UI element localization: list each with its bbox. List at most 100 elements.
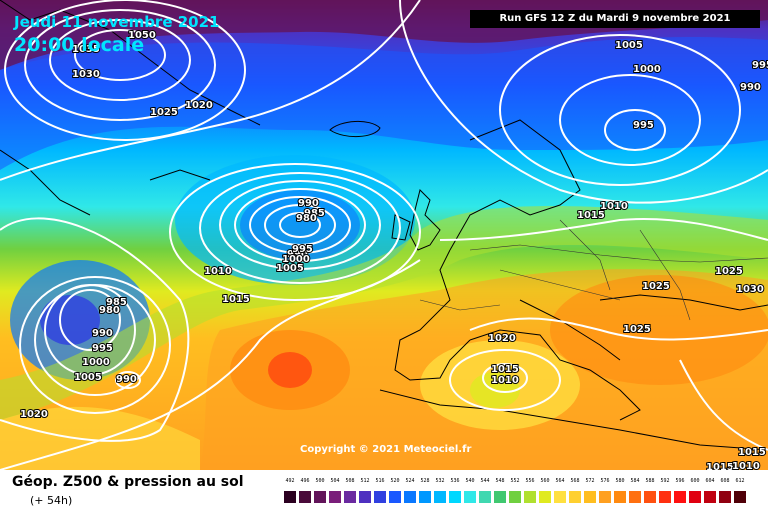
- legend-swatch: [659, 491, 671, 503]
- z500-trough-core: [240, 190, 360, 260]
- legend-label: 532: [435, 478, 445, 484]
- legend-label: 560: [540, 478, 550, 484]
- legend-swatch: [719, 491, 731, 503]
- z500-low-west-core: [40, 295, 100, 345]
- legend-swatch: [329, 491, 341, 503]
- legend-swatch: [494, 491, 506, 503]
- model-run-label: Run GFS 12 Z du Mardi 9 novembre 2021: [470, 10, 760, 28]
- legend-swatch: [509, 491, 521, 503]
- legend-label: 596: [675, 478, 685, 484]
- isobar-label: 1010: [600, 201, 628, 212]
- legend-swatch: [554, 491, 566, 503]
- country-borders: [419, 219, 768, 321]
- legend-swatch: [389, 491, 401, 503]
- z500-band-blue: [0, 37, 768, 171]
- legend-swatch: [569, 491, 581, 503]
- isobar-label: 1010: [491, 375, 519, 386]
- isobar-label: 1020: [185, 100, 213, 111]
- isobar-label: 985: [106, 297, 127, 308]
- legend-swatch: [374, 491, 386, 503]
- isobar-label: 1005: [615, 40, 643, 51]
- legend-swatch: [434, 491, 446, 503]
- isobar-label: 995: [92, 343, 113, 354]
- legend-label: 520: [390, 478, 400, 484]
- isobar-label: 1005: [74, 372, 102, 383]
- legend-label: 536: [450, 478, 460, 484]
- legend-label: 580: [615, 478, 625, 484]
- legend-swatch: [359, 491, 371, 503]
- isobar-label: 1010: [732, 461, 760, 470]
- legend-swatch: [674, 491, 686, 503]
- isobar-label: 1000: [633, 64, 661, 75]
- legend-label: 584: [630, 478, 640, 484]
- legend-label: 492: [285, 478, 295, 484]
- isobar-label: 1015: [706, 462, 734, 470]
- legend-swatch: [299, 491, 311, 503]
- legend-swatch: [629, 491, 641, 503]
- isobar-label: 1010: [204, 266, 232, 277]
- isobar-label: 1050: [128, 30, 156, 41]
- legend-swatch: [284, 491, 296, 503]
- isobars: [0, 0, 768, 470]
- legend-swatch: [644, 491, 656, 503]
- legend-label: 512: [360, 478, 370, 484]
- legend-swatch: [614, 491, 626, 503]
- legend-label: 504: [330, 478, 340, 484]
- legend-label: 608: [720, 478, 730, 484]
- legend-swatch: [314, 491, 326, 503]
- z500-ridge-balkans: [550, 275, 768, 385]
- legend-swatch: [584, 491, 596, 503]
- isobar-label: 1035: [72, 44, 100, 55]
- weather-map: 1050103510301025102010051000995990995990…: [0, 0, 768, 470]
- valid-time: 20:00 locale: [14, 34, 145, 56]
- legend-label: 516: [375, 478, 385, 484]
- legend-swatch: [404, 491, 416, 503]
- isobar-label: 1005: [276, 263, 304, 274]
- legend-swatch: [479, 491, 491, 503]
- z500-band-green: [0, 206, 768, 420]
- isobar-label: 995: [633, 120, 654, 131]
- isobar-label: 1030: [736, 284, 764, 295]
- isobar-label: 1015: [738, 447, 766, 458]
- legend-label: 540: [465, 478, 475, 484]
- isobar-label: 995: [752, 60, 768, 71]
- isobar-label: 990: [287, 249, 308, 260]
- legend-label: 544: [480, 478, 490, 484]
- isobar-label: 980: [99, 305, 120, 316]
- isobar-label: 1015: [491, 364, 519, 375]
- legend-label: 548: [495, 478, 505, 484]
- legend-label: 524: [405, 478, 415, 484]
- legend-label: 508: [345, 478, 355, 484]
- isobar-label: 1025: [715, 266, 743, 277]
- legend-swatch: [539, 491, 551, 503]
- isobar-label: 1020: [488, 333, 516, 344]
- legend-label: 572: [585, 478, 595, 484]
- legend-swatch: [449, 491, 461, 503]
- legend-swatch: [734, 491, 746, 503]
- legend-label: 528: [420, 478, 430, 484]
- legend-swatch: [344, 491, 356, 503]
- legend-label: 500: [315, 478, 325, 484]
- valid-date: Jeudi 11 novembre 2021: [14, 13, 220, 31]
- isobar-label: 1000: [82, 357, 110, 368]
- isobar-labels: 1050103510301025102010051000995990995990…: [19, 29, 768, 470]
- isobar-label: 1020: [20, 409, 48, 420]
- legend-swatch: [464, 491, 476, 503]
- lead-time: (+ 54h): [30, 494, 73, 507]
- legend-swatch: [704, 491, 716, 503]
- isobar-label: 1015: [222, 294, 250, 305]
- legend-label: 496: [300, 478, 310, 484]
- legend-swatch: [524, 491, 536, 503]
- legend-label: 612: [735, 478, 745, 484]
- legend-label: 576: [600, 478, 610, 484]
- legend-label: 564: [555, 478, 565, 484]
- isobar-label: 995: [292, 244, 313, 255]
- isobar-label: 1015: [577, 210, 605, 221]
- isobar-label: 1025: [642, 281, 670, 292]
- isobar-label: 1025: [150, 107, 178, 118]
- isobar-label: 1030: [72, 69, 100, 80]
- isobar-label: 1000: [282, 254, 310, 265]
- legend-label: 592: [660, 478, 670, 484]
- isobar-label: 990: [92, 328, 113, 339]
